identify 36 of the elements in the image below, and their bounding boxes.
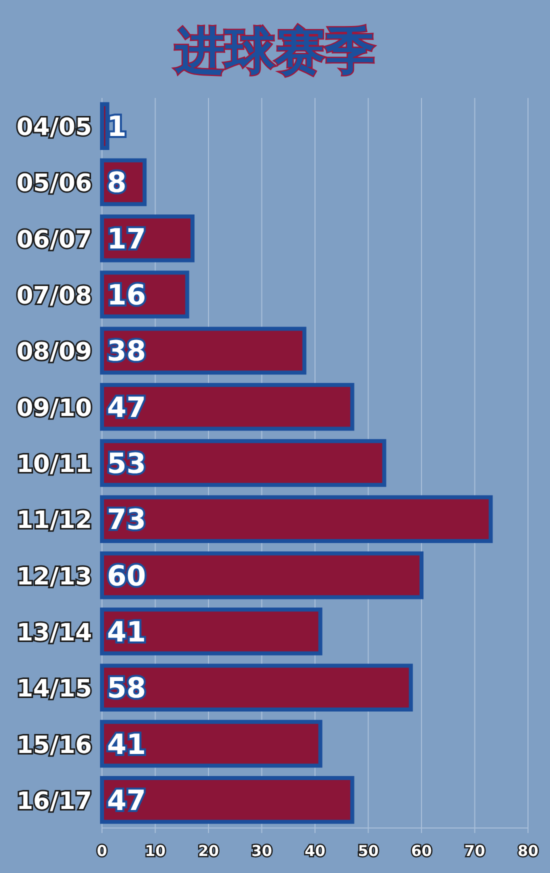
y-tick-label: 09/10 bbox=[16, 394, 92, 422]
y-tick-label: 13/14 bbox=[16, 618, 92, 646]
data-label: 58 bbox=[107, 672, 146, 705]
y-tick-label: 04/05 bbox=[16, 113, 92, 142]
y-tick-label: 06/07 bbox=[16, 225, 92, 254]
x-tick-label: 40 bbox=[304, 842, 326, 860]
data-label: 41 bbox=[107, 615, 146, 648]
data-label: 16 bbox=[107, 278, 146, 312]
data-label: 1 bbox=[107, 110, 126, 144]
data-label: 53 bbox=[107, 447, 146, 480]
data-label: 47 bbox=[107, 390, 146, 424]
data-label: 17 bbox=[107, 222, 146, 256]
y-tick-label: 16/17 bbox=[16, 786, 92, 815]
x-tick-label: 30 bbox=[251, 842, 272, 860]
data-label: 60 bbox=[107, 559, 146, 592]
data-label: 38 bbox=[107, 334, 146, 368]
data-label: 73 bbox=[107, 503, 146, 536]
x-tick-label: 60 bbox=[411, 842, 432, 860]
chart-title: 进球赛季 bbox=[174, 22, 375, 80]
y-tick-label: 12/13 bbox=[16, 562, 92, 590]
x-tick-label: 0 bbox=[96, 842, 108, 860]
y-tick-label: 07/08 bbox=[16, 282, 92, 310]
x-tick-label: 50 bbox=[358, 842, 379, 860]
x-tick-label: 20 bbox=[198, 842, 219, 860]
x-tick-label: 70 bbox=[464, 842, 486, 860]
data-label: 47 bbox=[107, 784, 146, 817]
data-label: 41 bbox=[107, 728, 146, 761]
data-label: 8 bbox=[107, 166, 126, 200]
x-tick-label: 80 bbox=[518, 842, 538, 860]
y-tick-label: 08/09 bbox=[16, 338, 92, 366]
y-tick-label: 14/15 bbox=[16, 674, 92, 703]
y-tick-label: 11/12 bbox=[16, 506, 92, 534]
y-tick-label: 15/16 bbox=[16, 730, 92, 759]
y-tick-label: 10/11 bbox=[16, 450, 92, 478]
y-tick-label: 05/06 bbox=[16, 169, 92, 198]
x-tick-label: 10 bbox=[144, 842, 166, 860]
